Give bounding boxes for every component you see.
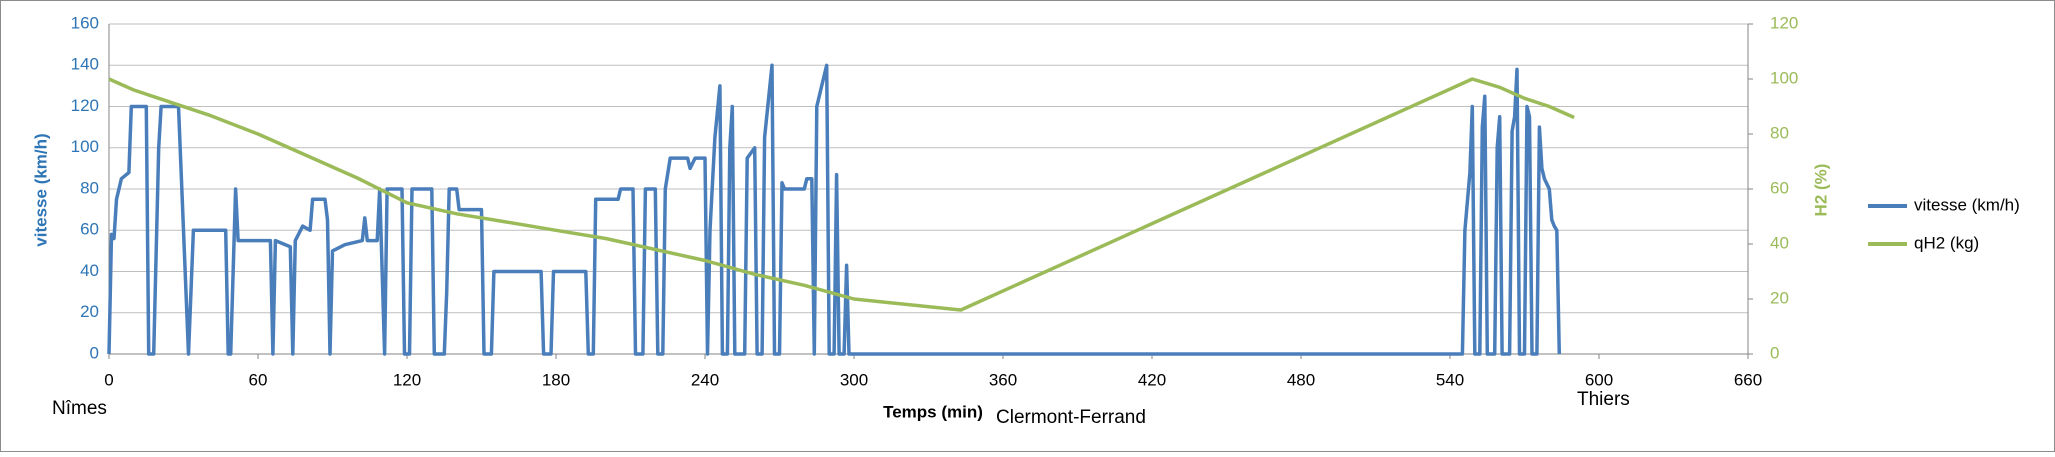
legend-label: vitesse (km/h) bbox=[1914, 195, 2020, 214]
y2-tick-label: 20 bbox=[1770, 288, 1789, 307]
y-tick-label: 160 bbox=[71, 13, 99, 32]
x-tick-label: 360 bbox=[989, 370, 1017, 389]
x-tick-label: 420 bbox=[1138, 370, 1166, 389]
series-line bbox=[107, 63, 1562, 356]
x-tick-label: 180 bbox=[542, 370, 570, 389]
x-tick-label: 660 bbox=[1734, 370, 1762, 389]
y2-tick-label: 120 bbox=[1770, 13, 1798, 32]
series-line bbox=[108, 77, 1575, 312]
y2-axis-title: H2 (%) bbox=[1811, 164, 1830, 217]
x-tick-label: 120 bbox=[393, 370, 421, 389]
y-tick-label: 40 bbox=[80, 261, 99, 280]
x-tick-label: 0 bbox=[104, 370, 113, 389]
x-axis-title: Temps (min) bbox=[883, 402, 983, 421]
x-tick-label: 600 bbox=[1585, 370, 1613, 389]
y-tick-label: 80 bbox=[80, 178, 99, 197]
y2-tick-label: 100 bbox=[1770, 68, 1798, 87]
annotation: Nîmes bbox=[52, 398, 107, 419]
y2-tick-label: 80 bbox=[1770, 123, 1789, 142]
y-tick-label: 120 bbox=[71, 96, 99, 115]
x-tick-label: 60 bbox=[249, 370, 268, 389]
annotation: Thiers bbox=[1577, 389, 1630, 410]
y-tick-label: 100 bbox=[71, 137, 99, 156]
y-tick-label: 0 bbox=[90, 343, 99, 362]
y-tick-label: 140 bbox=[71, 55, 99, 74]
x-tick-label: 240 bbox=[691, 370, 719, 389]
x-tick-label: 540 bbox=[1436, 370, 1464, 389]
annotation: Clermont-Ferrand bbox=[996, 407, 1146, 428]
y-tick-label: 60 bbox=[80, 220, 99, 239]
x-tick-label: 480 bbox=[1287, 370, 1315, 389]
y2-tick-label: 0 bbox=[1770, 343, 1779, 362]
x-tick-label: 300 bbox=[840, 370, 868, 389]
y-tick-label: 20 bbox=[80, 302, 99, 321]
y2-tick-label: 40 bbox=[1770, 233, 1789, 252]
legend-label: qH2 (kg) bbox=[1914, 233, 1979, 252]
y2-tick-label: 60 bbox=[1770, 178, 1789, 197]
y-axis-title: vitesse (km/h) bbox=[31, 133, 50, 246]
